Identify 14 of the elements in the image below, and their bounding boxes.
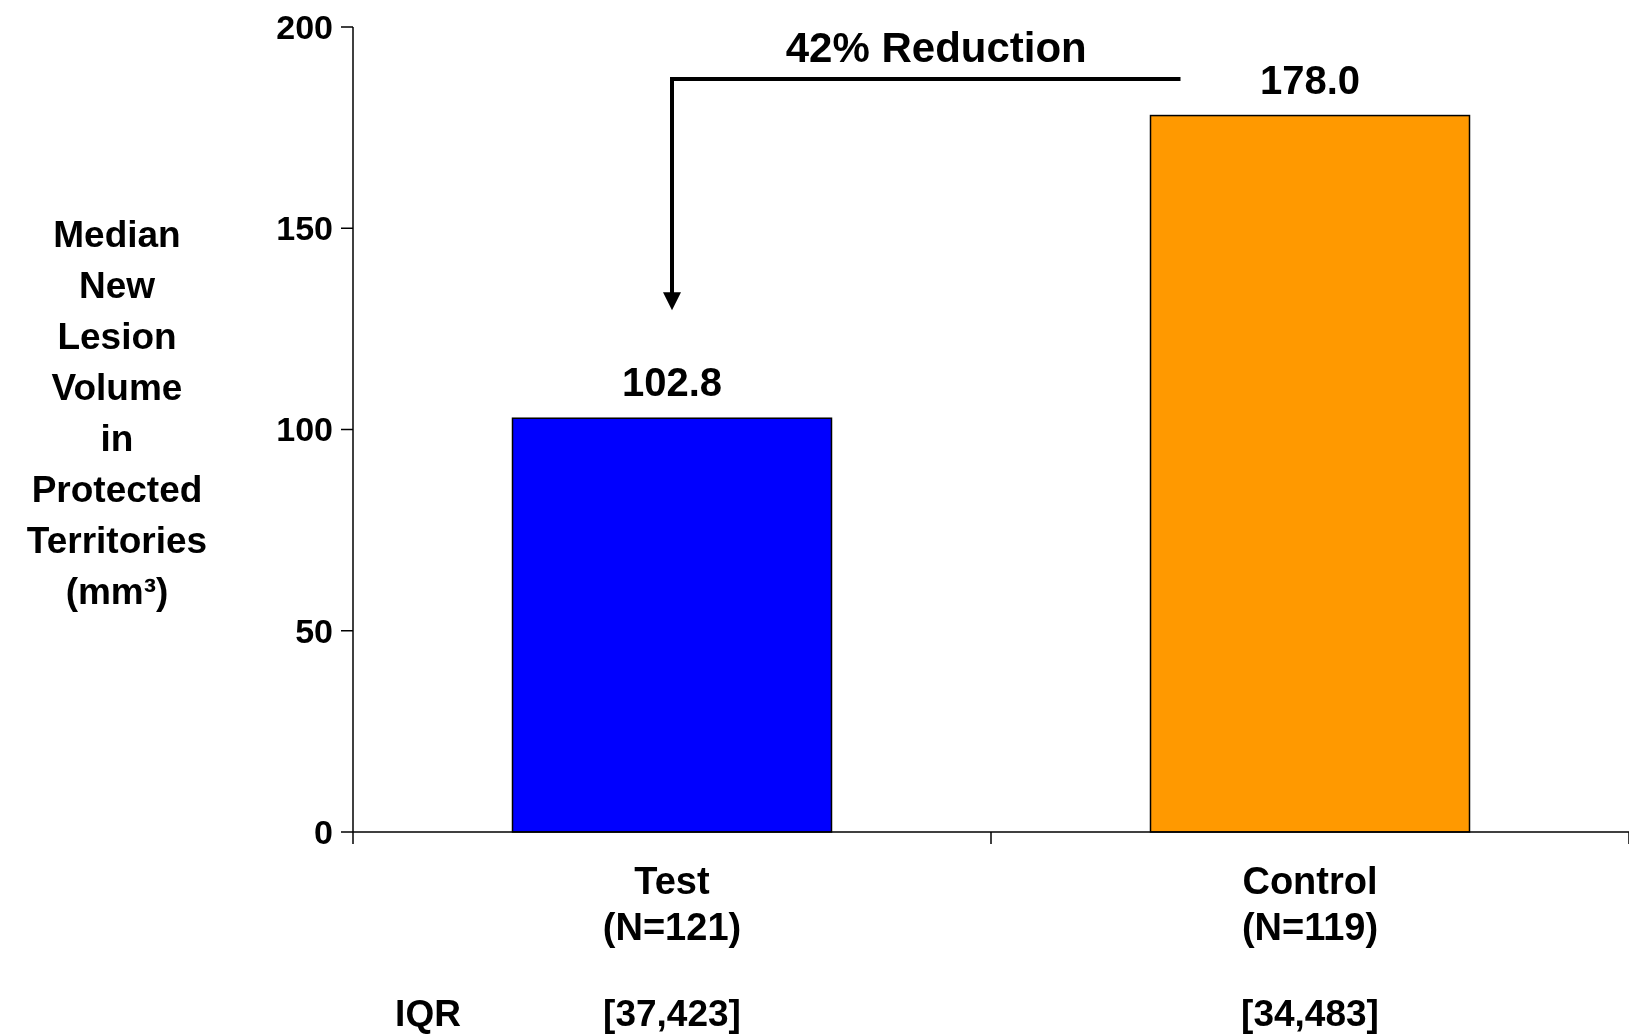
data-label: 178.0 <box>1259 57 1361 102</box>
text: IQR <box>395 993 461 1034</box>
text: [34,483] <box>1241 993 1379 1034</box>
x-tick-label: Test (N=121) <box>602 860 742 948</box>
y-tick-label: 100 <box>276 410 333 449</box>
annotation: 42% Reduction <box>785 24 1087 71</box>
y-axis-title: Median New Lesion Volume in Protected Territories (mm³) <box>26 214 208 612</box>
y-tick-label: 0 <box>314 812 333 851</box>
y-tick-label: 150 <box>276 209 333 248</box>
y-tick-label: 50 <box>295 611 333 650</box>
text: [37,423] <box>603 993 741 1034</box>
y-tick-label: 200 <box>276 7 333 46</box>
data-label: 102.8 <box>621 360 723 405</box>
x-tick-label: Control (N=119) <box>1241 860 1379 948</box>
